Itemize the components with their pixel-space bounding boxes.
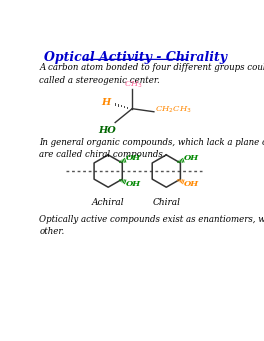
Text: OH: OH	[184, 180, 199, 188]
Text: A carbon atom bonded to four different groups could lead to optical activity and: A carbon atom bonded to four different g…	[39, 63, 264, 85]
Text: HO: HO	[98, 125, 116, 135]
Text: Chiral: Chiral	[152, 198, 180, 207]
Text: CH$_3$: CH$_3$	[124, 79, 143, 90]
Text: H: H	[101, 98, 111, 107]
Text: Optically active compounds exist as enantiomers, which are mirror images of each: Optically active compounds exist as enan…	[39, 215, 264, 236]
Text: Optical Activity - Chirality: Optical Activity - Chirality	[44, 51, 227, 64]
Text: In general organic compounds, which lack a plane of symmetry are optical active : In general organic compounds, which lack…	[39, 138, 264, 160]
Text: OH: OH	[126, 180, 141, 188]
Text: Achiral: Achiral	[92, 198, 125, 207]
Text: CH$_2$CH$_3$: CH$_2$CH$_3$	[155, 105, 192, 116]
Text: OH: OH	[184, 154, 199, 162]
Text: OH: OH	[126, 154, 141, 162]
